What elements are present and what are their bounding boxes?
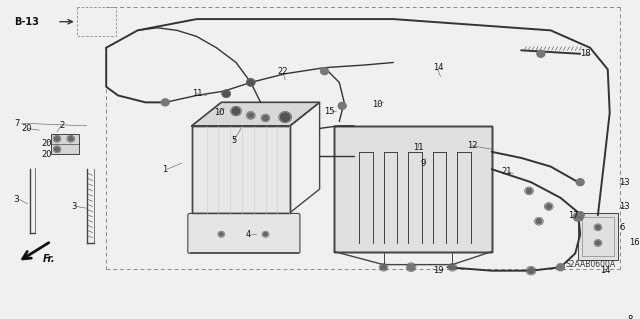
Circle shape xyxy=(222,90,230,97)
Circle shape xyxy=(264,233,268,236)
Circle shape xyxy=(408,264,415,270)
FancyBboxPatch shape xyxy=(188,213,300,253)
Bar xyxy=(582,217,614,256)
Text: 3: 3 xyxy=(14,195,19,204)
Text: 22: 22 xyxy=(277,67,288,76)
Text: 13: 13 xyxy=(620,202,630,211)
Circle shape xyxy=(161,99,169,106)
Text: S2AAB0600A: S2AAB0600A xyxy=(566,260,616,269)
Polygon shape xyxy=(192,102,319,126)
Polygon shape xyxy=(334,126,492,252)
Bar xyxy=(51,135,79,153)
Circle shape xyxy=(321,68,328,75)
Bar xyxy=(578,212,618,260)
Circle shape xyxy=(557,264,564,271)
Circle shape xyxy=(595,225,600,229)
Text: 13: 13 xyxy=(620,178,630,187)
Text: 11: 11 xyxy=(192,89,202,98)
Circle shape xyxy=(573,212,583,221)
Text: B-13: B-13 xyxy=(14,17,38,27)
Text: 10: 10 xyxy=(372,100,382,108)
Circle shape xyxy=(339,102,346,109)
Circle shape xyxy=(247,79,255,86)
Text: 14: 14 xyxy=(600,266,611,275)
Text: 12: 12 xyxy=(467,141,477,150)
Text: 17: 17 xyxy=(568,211,579,220)
Text: 2: 2 xyxy=(59,121,64,130)
Text: 9: 9 xyxy=(421,159,426,167)
Polygon shape xyxy=(192,126,290,212)
Circle shape xyxy=(232,108,240,115)
Text: 16: 16 xyxy=(629,238,640,248)
Text: 6: 6 xyxy=(620,223,625,232)
Circle shape xyxy=(248,80,253,85)
Circle shape xyxy=(576,179,584,186)
Circle shape xyxy=(280,113,290,122)
Circle shape xyxy=(526,188,532,194)
Circle shape xyxy=(449,265,455,270)
Text: 21: 21 xyxy=(502,167,512,176)
Circle shape xyxy=(54,147,60,152)
Text: 20: 20 xyxy=(42,139,52,148)
Text: 20: 20 xyxy=(22,124,32,133)
Text: 10: 10 xyxy=(214,108,225,117)
Text: 18: 18 xyxy=(580,49,591,58)
Text: 15: 15 xyxy=(324,107,335,115)
Text: 14: 14 xyxy=(433,63,443,72)
Circle shape xyxy=(262,115,268,121)
Circle shape xyxy=(527,268,534,274)
Circle shape xyxy=(248,113,253,118)
Circle shape xyxy=(576,212,584,219)
Circle shape xyxy=(220,233,223,236)
Text: 20: 20 xyxy=(42,150,52,159)
Text: 7: 7 xyxy=(15,119,20,128)
Circle shape xyxy=(595,241,600,245)
Text: 19: 19 xyxy=(433,266,443,275)
Circle shape xyxy=(546,204,552,209)
Circle shape xyxy=(408,264,415,270)
Circle shape xyxy=(536,219,542,224)
Text: 4: 4 xyxy=(246,230,251,239)
Text: 5: 5 xyxy=(231,136,236,145)
Circle shape xyxy=(537,50,545,57)
Circle shape xyxy=(223,91,229,96)
Text: 3: 3 xyxy=(71,202,76,211)
Text: 11: 11 xyxy=(413,143,424,152)
Circle shape xyxy=(54,137,60,141)
Text: 1: 1 xyxy=(163,165,168,174)
Text: Fr.: Fr. xyxy=(44,254,56,263)
Circle shape xyxy=(381,265,387,270)
Circle shape xyxy=(68,137,73,141)
Text: 8: 8 xyxy=(627,315,633,319)
